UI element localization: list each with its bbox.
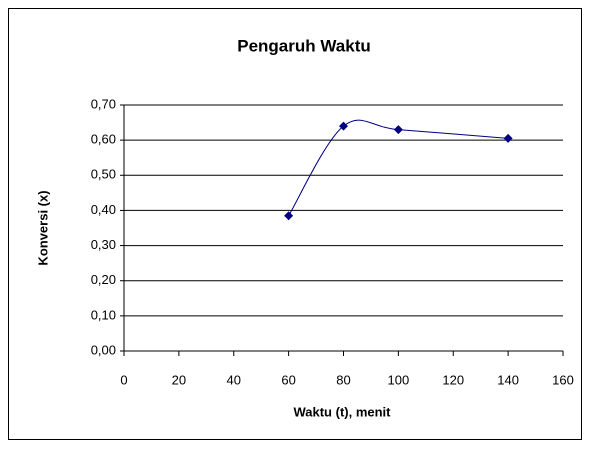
x-tick-label: 60 (281, 372, 295, 387)
y-tick-label: 0,50 (91, 167, 116, 182)
y-tick-label: 0,70 (91, 96, 116, 111)
x-tick-label: 160 (552, 372, 574, 387)
marker (393, 125, 403, 135)
marker (284, 211, 294, 221)
y-tick-label: 0,20 (91, 272, 116, 287)
x-tick-label: 40 (227, 372, 241, 387)
y-tick-label: 0,40 (91, 202, 116, 217)
marker (503, 133, 513, 143)
chart-border (8, 8, 582, 440)
x-axis-title: Waktu (t), menit (293, 404, 391, 419)
marker (339, 121, 348, 131)
x-tick-label: 0 (120, 372, 127, 387)
chart-title: Pengaruh Waktu (237, 36, 371, 55)
y-tick-label: 0,10 (91, 307, 116, 322)
y-tick-label: 0,60 (91, 132, 116, 147)
x-tick-label: 100 (388, 372, 410, 387)
x-tick-label: 140 (497, 372, 519, 387)
y-tick-label: 0,00 (91, 342, 116, 357)
y-axis-title: Konversi (x) (35, 190, 50, 265)
series-line (288, 119, 509, 216)
x-tick-label: 120 (442, 372, 464, 387)
x-tick-label: 20 (172, 372, 186, 387)
y-tick-label: 0,30 (91, 237, 116, 252)
x-tick-label: 80 (336, 372, 350, 387)
